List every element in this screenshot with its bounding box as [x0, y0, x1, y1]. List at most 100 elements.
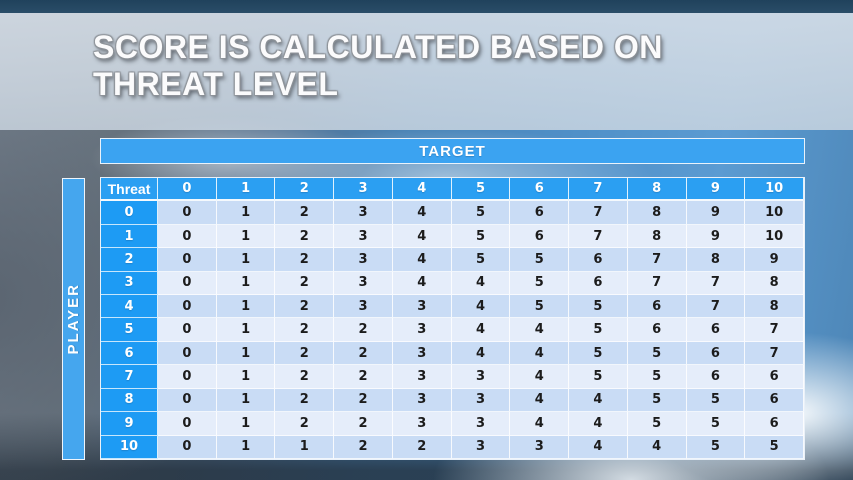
score-cell: 0	[158, 341, 217, 366]
score-cell: 7	[627, 248, 687, 272]
score-cell: 3	[392, 341, 452, 366]
score-cell: 3	[451, 388, 511, 413]
score-cell: 4	[451, 271, 511, 296]
score-cell: 6	[569, 248, 628, 272]
row-header-cell: 8	[101, 388, 158, 413]
score-cell: 3	[392, 318, 452, 342]
score-cell: 0	[158, 201, 217, 225]
score-cell: 8	[745, 271, 804, 296]
score-cell: 6	[510, 224, 570, 249]
score-cell: 4	[510, 412, 570, 436]
title-band: SCORE IS CALCULATED BASED ON THREAT LEVEL	[0, 13, 853, 130]
score-cell: 3	[334, 295, 393, 319]
score-cell: 4	[569, 435, 628, 459]
score-cell: 3	[392, 295, 452, 319]
score-cell: 6	[745, 412, 804, 436]
score-cell: 10	[745, 201, 804, 225]
row-header-cell: 0	[101, 201, 158, 225]
score-cell: 7	[569, 224, 628, 249]
player-axis-label: PLAYER	[65, 283, 82, 355]
score-cell: 2	[275, 388, 335, 413]
score-cell: 5	[686, 412, 746, 436]
score-cell: 1	[216, 341, 276, 366]
score-cell: 2	[275, 271, 335, 296]
column-header-cell: 3	[334, 178, 393, 202]
score-cell: 6	[745, 388, 804, 413]
score-cell: 9	[745, 248, 804, 272]
title-line-1: SCORE IS CALCULATED BASED ON	[93, 29, 663, 65]
score-cell: 3	[334, 271, 393, 296]
score-cell: 4	[569, 412, 628, 436]
score-cell: 4	[392, 248, 452, 272]
score-cell: 5	[569, 295, 628, 319]
score-cell: 3	[334, 248, 393, 272]
score-cell: 1	[216, 412, 276, 436]
score-cell: 1	[216, 224, 276, 249]
score-cell: 2	[275, 224, 335, 249]
score-cell: 3	[392, 388, 452, 413]
score-cell: 0	[158, 224, 217, 249]
column-header-cell: 4	[392, 178, 452, 202]
score-cell: 0	[158, 388, 217, 413]
score-cell: 7	[745, 318, 804, 342]
score-cell: 0	[158, 412, 217, 436]
score-cell: 2	[275, 412, 335, 436]
score-cell: 4	[510, 365, 570, 389]
score-cell: 8	[745, 295, 804, 319]
score-cell: 9	[686, 224, 746, 249]
score-cell: 7	[686, 271, 746, 296]
slide-title: SCORE IS CALCULATED BASED ON THREAT LEVEL	[93, 29, 663, 103]
score-cell: 4	[510, 388, 570, 413]
score-cell: 1	[216, 318, 276, 342]
score-cell: 7	[569, 201, 628, 225]
row-header-cell: 9	[101, 412, 158, 436]
score-cell: 4	[627, 435, 687, 459]
score-cell: 1	[216, 295, 276, 319]
score-cell: 1	[216, 248, 276, 272]
score-cell: 6	[686, 341, 746, 366]
row-header-cell: 4	[101, 295, 158, 319]
score-cell: 1	[216, 271, 276, 296]
score-cell: 5	[627, 341, 687, 366]
score-cell: 5	[627, 388, 687, 413]
score-cell: 0	[158, 295, 217, 319]
score-cell: 1	[216, 388, 276, 413]
score-cell: 5	[569, 365, 628, 389]
score-cell: 5	[510, 248, 570, 272]
score-cell: 5	[451, 248, 511, 272]
score-cell: 8	[627, 201, 687, 225]
column-header-cell: 1	[216, 178, 276, 202]
row-header-cell: 3	[101, 271, 158, 296]
score-cell: 4	[392, 271, 452, 296]
score-cell: 1	[216, 435, 276, 459]
score-cell: 5	[627, 365, 687, 389]
score-cell: 2	[275, 248, 335, 272]
column-header-cell: 5	[451, 178, 511, 202]
score-cell: 6	[510, 201, 570, 225]
score-cell: 2	[334, 435, 393, 459]
score-cell: 6	[627, 295, 687, 319]
score-cell: 6	[686, 365, 746, 389]
score-cell: 0	[158, 271, 217, 296]
top-sky-strip	[0, 0, 853, 13]
score-cell: 5	[686, 435, 746, 459]
score-cell: 0	[158, 318, 217, 342]
score-cell: 2	[275, 341, 335, 366]
score-cell: 5	[745, 435, 804, 459]
score-cell: 5	[510, 295, 570, 319]
score-cell: 9	[686, 201, 746, 225]
score-cell: 1	[216, 201, 276, 225]
score-cell: 3	[451, 365, 511, 389]
score-cell: 2	[275, 365, 335, 389]
score-cell: 5	[451, 224, 511, 249]
score-cell: 2	[392, 435, 452, 459]
column-header-cell: 2	[275, 178, 335, 202]
score-cell: 5	[627, 412, 687, 436]
column-header-cell: 0	[158, 178, 217, 202]
score-cell: 5	[510, 271, 570, 296]
score-cell: 4	[392, 224, 452, 249]
score-cell: 3	[334, 224, 393, 249]
score-cell: 2	[334, 341, 393, 366]
score-table: Threat 0 1 2 3 4 5 6 7 8 9 10 0 0 1 2 3 4 5 6 7 8 9 10 1 0 1 2 3 4 5 6…	[100, 177, 805, 460]
row-header-cell: 2	[101, 248, 158, 272]
